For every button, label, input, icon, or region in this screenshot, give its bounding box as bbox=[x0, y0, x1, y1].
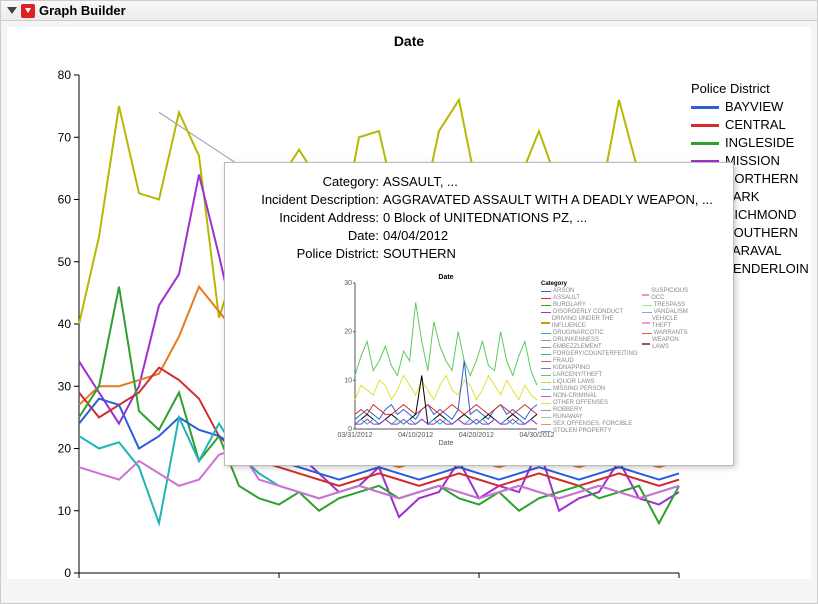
legend-swatch bbox=[691, 142, 719, 145]
mini-legend-item: WEAPON LAWS bbox=[642, 337, 691, 351]
tooltip-value: SOUTHERN bbox=[383, 245, 456, 263]
legend-label: SOUTHERN bbox=[725, 224, 798, 242]
mini-legend-item: ASSAULT bbox=[541, 295, 638, 302]
mini-legend-item: ROBBERY bbox=[541, 407, 638, 414]
svg-text:50: 50 bbox=[58, 255, 72, 269]
legend-item[interactable]: CENTRAL bbox=[691, 116, 809, 134]
legend-label: NORTHERN bbox=[725, 170, 798, 188]
tooltip-row: Category:ASSAULT, ... bbox=[239, 173, 719, 191]
panel-title: Graph Builder bbox=[39, 3, 126, 18]
svg-text:04/10/2012: 04/10/2012 bbox=[398, 432, 433, 439]
mini-legend-item: SUSPICIOUS OCC bbox=[642, 288, 691, 302]
mini-chart: Date010203003/31/201204/10/201204/20/201… bbox=[337, 271, 619, 449]
tooltip-label: Date: bbox=[239, 227, 379, 245]
svg-text:Date: Date bbox=[439, 440, 454, 447]
svg-text:40: 40 bbox=[58, 317, 72, 331]
svg-text:03/31/2012: 03/31/2012 bbox=[337, 432, 372, 439]
mini-legend-item: LARCENY/THEFT bbox=[541, 372, 638, 379]
mini-legend-item: RUNAWAY bbox=[541, 414, 638, 421]
mini-legend-item: EMBEZZLEMENT bbox=[541, 344, 638, 351]
mini-legend-item: NON-CRIMINAL bbox=[541, 393, 638, 400]
legend-label: INGLESIDE bbox=[725, 134, 794, 152]
mini-legend-item: OTHER OFFENSES bbox=[541, 400, 638, 407]
menu-dropdown-icon[interactable] bbox=[21, 4, 35, 18]
panel-header: Graph Builder bbox=[1, 1, 817, 21]
legend-label: RICHMOND bbox=[725, 206, 797, 224]
svg-text:60: 60 bbox=[58, 193, 72, 207]
tooltip-row: Date:04/04/2012 bbox=[239, 227, 719, 245]
tooltip-row: Incident Description:AGGRAVATED ASSAULT … bbox=[239, 191, 719, 209]
legend-item[interactable]: INGLESIDE bbox=[691, 134, 809, 152]
tooltip-label: Incident Address: bbox=[239, 209, 379, 227]
svg-text:10: 10 bbox=[58, 504, 72, 518]
tooltip-label: Police District: bbox=[239, 245, 379, 263]
svg-text:20: 20 bbox=[58, 442, 72, 456]
tooltip-label: Incident Description: bbox=[239, 191, 379, 209]
svg-text:20: 20 bbox=[344, 329, 352, 336]
svg-text:0: 0 bbox=[64, 566, 71, 579]
tooltip-row: Police District:SOUTHERN bbox=[239, 245, 719, 263]
mini-legend-item: DRIVING UNDER THE INFLUENCE bbox=[541, 316, 638, 330]
mini-legend-item: DISORDERLY CONDUCT bbox=[541, 309, 638, 316]
mini-legend-item: BURGLARY bbox=[541, 302, 638, 309]
svg-text:80: 80 bbox=[58, 68, 72, 82]
hover-tooltip: Category:ASSAULT, ...Incident Descriptio… bbox=[224, 162, 734, 466]
svg-text:30: 30 bbox=[344, 280, 352, 287]
svg-text:70: 70 bbox=[58, 130, 72, 144]
disclosure-toggle-icon[interactable] bbox=[7, 7, 17, 14]
legend-item[interactable]: BAYVIEW bbox=[691, 98, 809, 116]
mini-legend-item: KIDNAPPING bbox=[541, 365, 638, 372]
chart-title: Date bbox=[7, 27, 811, 51]
tooltip-value: ASSAULT, ... bbox=[383, 173, 458, 191]
mini-legend-item: DRUNKENNESS bbox=[541, 337, 638, 344]
svg-text:30: 30 bbox=[58, 379, 72, 393]
tooltip-value: AGGRAVATED ASSAULT WITH A DEADLY WEAPON,… bbox=[383, 191, 713, 209]
svg-text:Date: Date bbox=[438, 274, 453, 281]
mini-legend-item: STOLEN PROPERTY bbox=[541, 428, 638, 435]
legend-label: CENTRAL bbox=[725, 116, 786, 134]
tooltip-row: Incident Address:0 Block of UNITEDNATION… bbox=[239, 209, 719, 227]
legend-label: TENDERLOIN bbox=[725, 260, 809, 278]
tooltip-value: 04/04/2012 bbox=[383, 227, 448, 245]
mini-legend-item: DRUG/NARCOTIC bbox=[541, 330, 638, 337]
svg-text:04/20/2012: 04/20/2012 bbox=[459, 432, 494, 439]
mini-legend-item: ARSON bbox=[541, 288, 638, 295]
legend-swatch bbox=[691, 106, 719, 109]
svg-text:10: 10 bbox=[344, 377, 352, 384]
mini-legend-item: WARRANTS bbox=[642, 330, 691, 337]
tooltip-value: 0 Block of UNITEDNATIONS PZ, ... bbox=[383, 209, 587, 227]
mini-legend-item: VANDALISM bbox=[642, 309, 691, 316]
mini-legend: CategoryARSONASSAULTBURGLARYDISORDERLY C… bbox=[541, 281, 691, 435]
legend-swatch bbox=[691, 124, 719, 127]
mini-legend-item: MISSING PERSON bbox=[541, 386, 638, 393]
mini-legend-item: VEHICLE THEFT bbox=[642, 316, 691, 330]
legend-label: BAYVIEW bbox=[725, 98, 783, 116]
legend-title: Police District bbox=[691, 81, 809, 96]
mini-legend-item: LIQUOR LAWS bbox=[541, 379, 638, 386]
mini-legend-item: FRAUD bbox=[541, 358, 638, 365]
mini-legend-title: Category bbox=[541, 281, 691, 288]
mini-legend-item: FORGERY/COUNTERFEITING bbox=[541, 351, 638, 358]
mini-legend-item: SEX OFFENSES, FORCIBLE bbox=[541, 421, 638, 428]
tooltip-label: Category: bbox=[239, 173, 379, 191]
mini-legend-item: TRESPASS bbox=[642, 302, 691, 309]
